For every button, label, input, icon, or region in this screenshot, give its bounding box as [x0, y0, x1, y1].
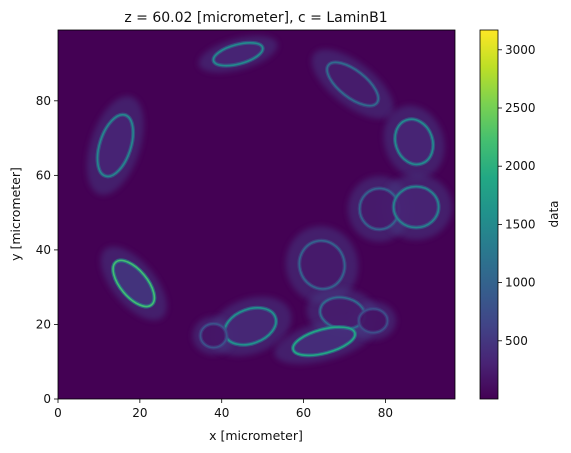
colorbar-tick-label-1: 1000 [505, 276, 536, 290]
nucleus-10 [291, 325, 358, 358]
colorbar-tick-label-0: 500 [505, 334, 528, 348]
nucleus-1 [325, 60, 381, 108]
x-tick-label-2: 40 [214, 406, 229, 420]
y-tick-label-2: 40 [36, 243, 51, 257]
colorbar-tick-label-4: 2500 [505, 101, 536, 115]
heatmap-area [58, 30, 455, 399]
y-axis-label: y [micrometer] [8, 167, 23, 261]
nucleus-6 [297, 238, 347, 291]
y-tick-label-4: 80 [36, 94, 51, 108]
colorbar-tick-label-5: 3000 [505, 43, 536, 57]
x-tick-label-4: 80 [378, 406, 393, 420]
colorbar-gradient [479, 29, 499, 400]
y-axis: 0 20 40 60 80 [36, 94, 58, 406]
y-tick-label-3: 60 [36, 168, 51, 182]
nucleus-12 [356, 306, 390, 335]
colorbar-label: data [547, 200, 561, 227]
y-tick-label-0: 0 [43, 392, 51, 406]
x-tick-label-0: 0 [54, 406, 62, 420]
nucleus-5 [391, 184, 441, 230]
nucleus-0 [211, 40, 265, 68]
nucleus-2 [393, 117, 436, 167]
nucleus-7 [111, 258, 157, 309]
colorbar: 500 1000 1500 2000 2500 3000 data [479, 29, 561, 400]
chart-title: z = 60.02 [micrometer], c = LaminB1 [124, 10, 387, 26]
plot-frame [57, 29, 456, 400]
x-axis: 0 20 40 60 80 [54, 399, 393, 420]
y-tick-label-1: 20 [36, 317, 51, 331]
nucleus-3 [95, 112, 136, 179]
colorbar-tick-label-2: 1500 [505, 217, 536, 231]
colorbar-tick-label-3: 2000 [505, 159, 536, 173]
nuclei-layer [95, 40, 441, 358]
nucleus-11 [198, 321, 229, 350]
x-tick-label-3: 60 [296, 406, 311, 420]
x-tick-label-1: 20 [132, 406, 147, 420]
x-axis-label: x [micrometer] [209, 428, 303, 443]
colorbar-ticks: 500 1000 1500 2000 2500 3000 [498, 43, 536, 348]
